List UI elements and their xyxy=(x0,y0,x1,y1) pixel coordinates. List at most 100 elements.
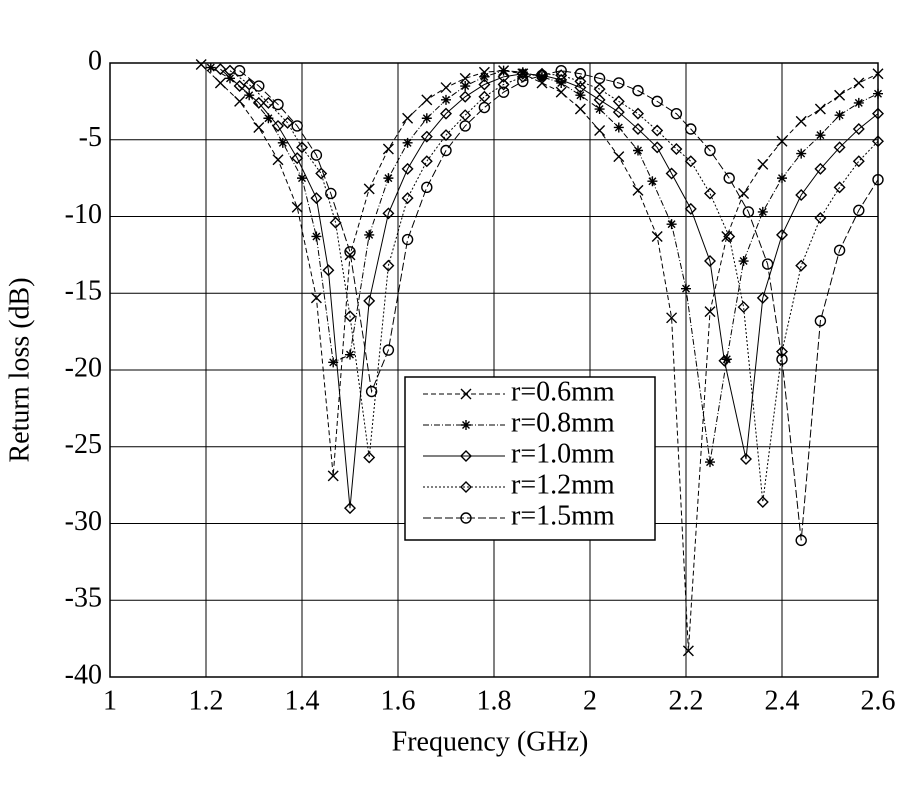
marker xyxy=(382,207,395,220)
marker xyxy=(555,73,568,86)
marker xyxy=(555,86,567,98)
series-line xyxy=(229,70,879,503)
y-axis-label: Return loss (dB) xyxy=(4,277,35,462)
marker xyxy=(594,125,606,137)
marker xyxy=(363,294,376,307)
marker xyxy=(872,135,884,148)
marker xyxy=(297,173,307,184)
marker xyxy=(402,112,414,124)
marker xyxy=(593,72,606,85)
legend-label: r=1.2mm xyxy=(511,469,615,500)
marker xyxy=(852,155,865,168)
marker xyxy=(632,84,644,97)
marker xyxy=(479,71,490,82)
marker xyxy=(252,96,265,109)
marker xyxy=(363,183,375,195)
marker xyxy=(776,228,788,241)
marker xyxy=(329,216,342,229)
x-tick-label: 1 xyxy=(103,685,117,716)
marker xyxy=(517,75,529,88)
marker xyxy=(327,470,339,482)
y-tick-label: -5 xyxy=(79,122,102,153)
y-tick-label: -30 xyxy=(65,506,102,537)
marker xyxy=(651,141,664,154)
marker xyxy=(382,259,395,272)
marker xyxy=(834,110,845,121)
y-tick-label: -35 xyxy=(65,583,102,614)
marker xyxy=(459,90,472,103)
marker xyxy=(322,264,335,277)
marker xyxy=(441,94,451,105)
marker xyxy=(685,123,697,135)
marker xyxy=(310,149,323,161)
marker xyxy=(852,123,865,135)
marker xyxy=(757,206,768,217)
marker xyxy=(440,107,452,120)
marker xyxy=(575,90,586,101)
marker xyxy=(853,77,865,89)
marker xyxy=(670,107,683,120)
marker xyxy=(723,230,736,243)
marker xyxy=(593,93,606,106)
marker xyxy=(478,78,491,91)
marker xyxy=(670,142,683,155)
marker xyxy=(574,68,587,80)
marker xyxy=(853,97,864,108)
marker xyxy=(420,130,433,143)
marker xyxy=(795,534,807,547)
marker xyxy=(704,144,716,157)
marker xyxy=(459,120,471,132)
marker xyxy=(872,173,884,186)
plot-frame xyxy=(109,62,879,678)
marker xyxy=(459,72,471,84)
marker xyxy=(272,98,284,111)
series-line xyxy=(220,68,879,509)
marker xyxy=(296,141,308,154)
series-line xyxy=(239,70,879,541)
marker xyxy=(382,143,394,155)
marker xyxy=(281,116,294,129)
marker xyxy=(666,219,677,230)
marker xyxy=(325,187,337,200)
marker xyxy=(262,96,275,109)
marker xyxy=(814,103,826,115)
x-tick-label: 2.4 xyxy=(765,685,800,716)
marker xyxy=(612,95,625,108)
y-tick-label: -25 xyxy=(65,429,102,460)
marker xyxy=(224,64,236,77)
marker xyxy=(757,158,769,170)
y-tick-label: -20 xyxy=(65,352,102,383)
legend-label: r=0.6mm xyxy=(511,376,615,407)
marker xyxy=(401,192,414,205)
marker xyxy=(315,167,328,180)
marker xyxy=(272,154,284,166)
marker xyxy=(310,292,322,304)
marker xyxy=(460,450,472,462)
marker xyxy=(401,162,414,175)
marker xyxy=(742,206,755,218)
marker xyxy=(233,64,246,77)
marker xyxy=(815,130,826,141)
marker xyxy=(795,259,808,272)
marker xyxy=(574,81,587,94)
marker xyxy=(253,80,265,92)
marker xyxy=(537,71,547,82)
marker xyxy=(263,113,274,124)
marker xyxy=(244,90,255,101)
y-tick-label: -10 xyxy=(65,199,102,230)
marker xyxy=(684,155,697,168)
marker xyxy=(594,104,605,115)
marker xyxy=(612,106,625,119)
x-tick-label: 1.8 xyxy=(477,685,512,716)
marker xyxy=(682,645,694,657)
marker xyxy=(364,229,375,240)
marker xyxy=(234,95,246,107)
y-tick-label: -40 xyxy=(65,659,102,690)
marker xyxy=(756,496,769,508)
marker xyxy=(632,184,644,196)
marker xyxy=(613,122,624,133)
marker xyxy=(718,354,731,367)
marker xyxy=(460,481,472,493)
x-axis-label: Frequency (GHz) xyxy=(392,726,589,757)
marker xyxy=(647,176,658,187)
